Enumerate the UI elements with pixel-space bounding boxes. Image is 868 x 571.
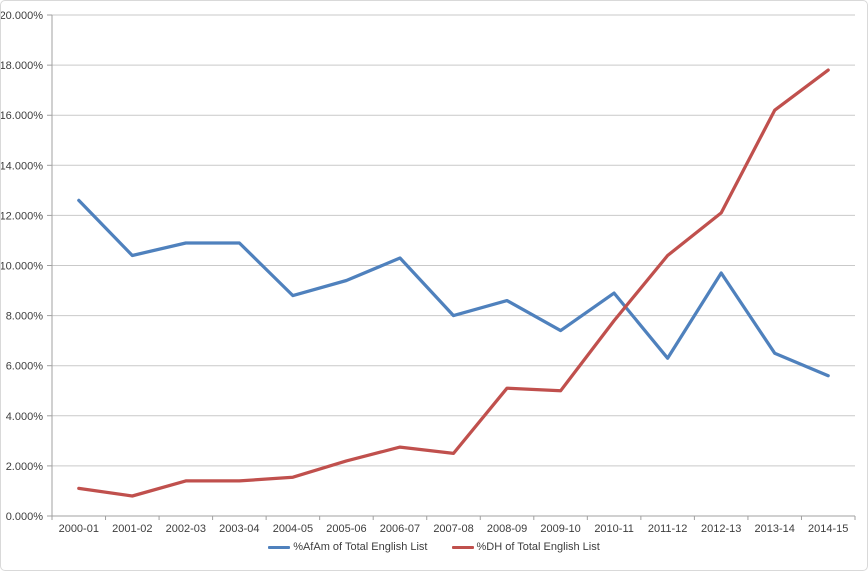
x-tick-label: 2003-04 (219, 523, 259, 535)
y-tick-label: 0.000% (6, 511, 44, 523)
legend-swatch-dh-icon (451, 545, 474, 549)
x-tick-label: 2005-06 (326, 523, 366, 535)
x-tick-label: 2011-12 (648, 523, 688, 535)
y-tick-label: 18.000% (1, 60, 43, 72)
legend-label-afam: %AfAm of Total English List (293, 541, 428, 553)
y-tick-label: 8.000% (6, 311, 44, 323)
x-tick-label: 2002-03 (166, 523, 206, 535)
legend-label-dh: %DH of Total English List (476, 541, 600, 553)
x-tick-label: 2013-14 (755, 523, 795, 535)
y-tick-label: 20.000% (1, 10, 43, 22)
y-tick-label: 14.000% (1, 160, 43, 172)
x-tick-label: 2007-08 (433, 523, 473, 535)
x-tick-label: 2008-09 (487, 523, 527, 535)
x-tick-label: 2014-15 (808, 523, 848, 535)
x-tick-label: 2004-05 (273, 523, 313, 535)
x-tick-label: 2000-01 (59, 523, 99, 535)
y-tick-label: 2.000% (6, 461, 44, 473)
y-tick-label: 4.000% (6, 411, 44, 423)
x-tick-label: 2006-07 (380, 523, 420, 535)
series-line-0 (77, 198, 830, 378)
legend-item-afam: %AfAm of Total English List (268, 540, 428, 554)
x-tick-label: 2001-02 (112, 523, 152, 535)
x-tick-label: 2012-13 (701, 523, 741, 535)
y-tick-label: 12.000% (1, 210, 43, 222)
y-tick-label: 10.000% (1, 261, 43, 273)
x-tick-label: 2010-11 (594, 523, 634, 535)
y-tick-label: 6.000% (6, 361, 44, 373)
legend-swatch-afam-icon (268, 545, 291, 549)
chart-legend: %AfAm of Total English List %DH of Total… (1, 539, 867, 555)
legend-item-dh: %DH of Total English List (451, 540, 600, 554)
y-tick-label: 16.000% (1, 110, 43, 122)
series-line-1 (77, 68, 830, 498)
x-tick-label: 2009-10 (540, 523, 580, 535)
